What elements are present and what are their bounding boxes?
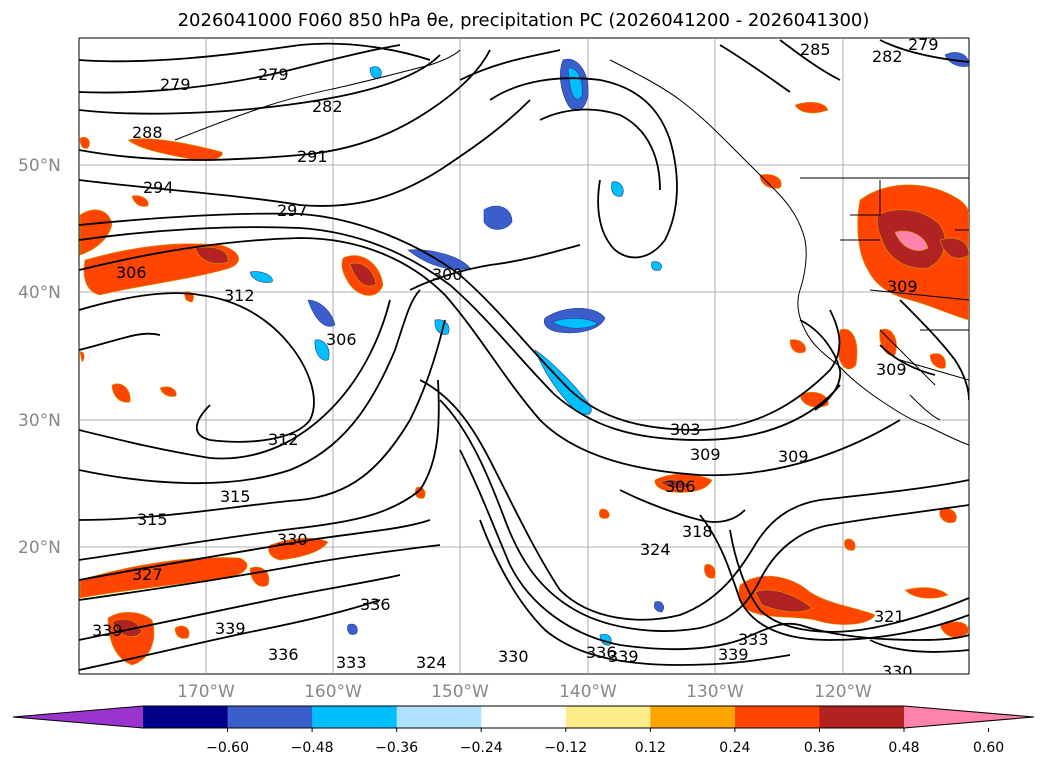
precip-positive (79, 101, 969, 666)
theta-e-contours (79, 39, 969, 671)
contour-label: 336 (586, 643, 617, 662)
lon-label-130w: 130°W (686, 682, 744, 702)
colorbar-tick-label: −0.36 (375, 740, 418, 756)
contour-label: 324 (416, 653, 447, 672)
contour-label: 339 (718, 645, 749, 664)
contour-label: 282 (312, 97, 343, 116)
contour-label: 339 (92, 621, 123, 640)
contour-label: 330 (882, 662, 913, 681)
contour-label: 297 (277, 201, 308, 220)
contour-label: 330 (277, 530, 308, 549)
lat-label-20n: 20°N (18, 538, 61, 558)
colorbar-tick-label: 0.24 (719, 740, 750, 756)
colorbar-tick-label: −0.48 (291, 740, 334, 756)
latitude-labels: 50°N 40°N 30°N 20°N (18, 156, 61, 558)
contour-label: 303 (670, 420, 701, 439)
contour-label: 279 (908, 35, 939, 54)
colorbar-tick-label: −0.60 (206, 740, 249, 756)
lon-label-160w: 160°W (304, 682, 362, 702)
contour-label: 315 (220, 487, 251, 506)
map-content: 279 279 282 285 282 279 288 291 294 297 … (79, 35, 969, 681)
contour-label: 315 (137, 510, 168, 529)
contour-label: 291 (297, 147, 328, 166)
colorbar-outline (12, 705, 1035, 729)
colorbar-segment (143, 706, 229, 728)
contour-labels: 279 279 282 285 282 279 288 291 294 297 … (92, 35, 939, 681)
colorbar-tick-label: 0.12 (635, 740, 666, 756)
lon-label-120w: 120°W (814, 682, 872, 702)
contour-label: 306 (326, 330, 357, 349)
colorbar-tick-label: 0.36 (804, 740, 835, 756)
colorbar-segment (565, 706, 651, 728)
colorbar-segment (819, 706, 905, 728)
contour-label: 282 (872, 47, 903, 66)
contour-label: 288 (132, 123, 163, 142)
lat-label-40n: 40°N (18, 283, 61, 303)
contour-label: 336 (360, 595, 391, 614)
contour-label: 333 (336, 653, 367, 672)
contour-label: 285 (800, 40, 831, 59)
contour-label: 321 (874, 607, 905, 626)
contour-label: 306 (665, 477, 696, 496)
longitude-labels: 170°W 160°W 150°W 140°W 130°W 120°W (177, 682, 872, 702)
lat-label-30n: 30°N (18, 411, 61, 431)
lon-label-170w: 170°W (177, 682, 235, 702)
colorbar-segment (650, 706, 736, 728)
contour-label: 336 (268, 645, 299, 664)
contour-label: 309 (887, 277, 918, 296)
contour-label: 339 (215, 619, 246, 638)
contour-label: 306 (116, 263, 147, 282)
colorbar-segment (312, 706, 398, 728)
colorbar-segment (481, 706, 567, 728)
contour-label: 333 (738, 630, 769, 649)
contour-label: 279 (258, 65, 289, 84)
colorbar-tick-label: −0.24 (460, 740, 503, 756)
contour-label: 327 (132, 565, 163, 584)
colorbar-segment (734, 706, 820, 728)
gridlines (79, 38, 969, 674)
contour-label: 330 (498, 647, 529, 666)
lat-label-50n: 50°N (18, 156, 61, 176)
colorbar-extend-high (904, 706, 1034, 728)
colorbar-tick-label: 0.60 (973, 740, 1004, 756)
precip-negative (249, 52, 969, 646)
colorbar-extend-low (13, 706, 143, 728)
contour-label: 312 (224, 286, 255, 305)
colorbar (12, 705, 1035, 729)
contour-label: 309 (778, 447, 809, 466)
colorbar-tick-label: 0.48 (888, 740, 919, 756)
contour-label: 309 (690, 445, 721, 464)
contour-label: 312 (268, 430, 299, 449)
lon-label-140w: 140°W (559, 682, 617, 702)
colorbar-segment (396, 706, 482, 728)
colorbar-segment (227, 706, 313, 728)
contour-label: 324 (640, 540, 671, 559)
contour-label: 294 (143, 178, 174, 197)
contour-label: 309 (876, 360, 907, 379)
lon-label-150w: 150°W (431, 682, 489, 702)
coastlines (174, 49, 969, 446)
contour-label: 279 (160, 75, 191, 94)
colorbar-tick-label: −0.12 (544, 740, 587, 756)
contour-label: 300 (432, 265, 463, 284)
chart-title: 2026041000 F060 850 hPa θe, precipitatio… (177, 10, 870, 31)
colorbar-ticks: −0.60 −0.48 −0.36 −0.24 −0.12 0.12 0.24 0.36 0.4… (206, 728, 1004, 756)
contour-label: 318 (682, 522, 713, 541)
contour-label: 339 (608, 647, 639, 666)
